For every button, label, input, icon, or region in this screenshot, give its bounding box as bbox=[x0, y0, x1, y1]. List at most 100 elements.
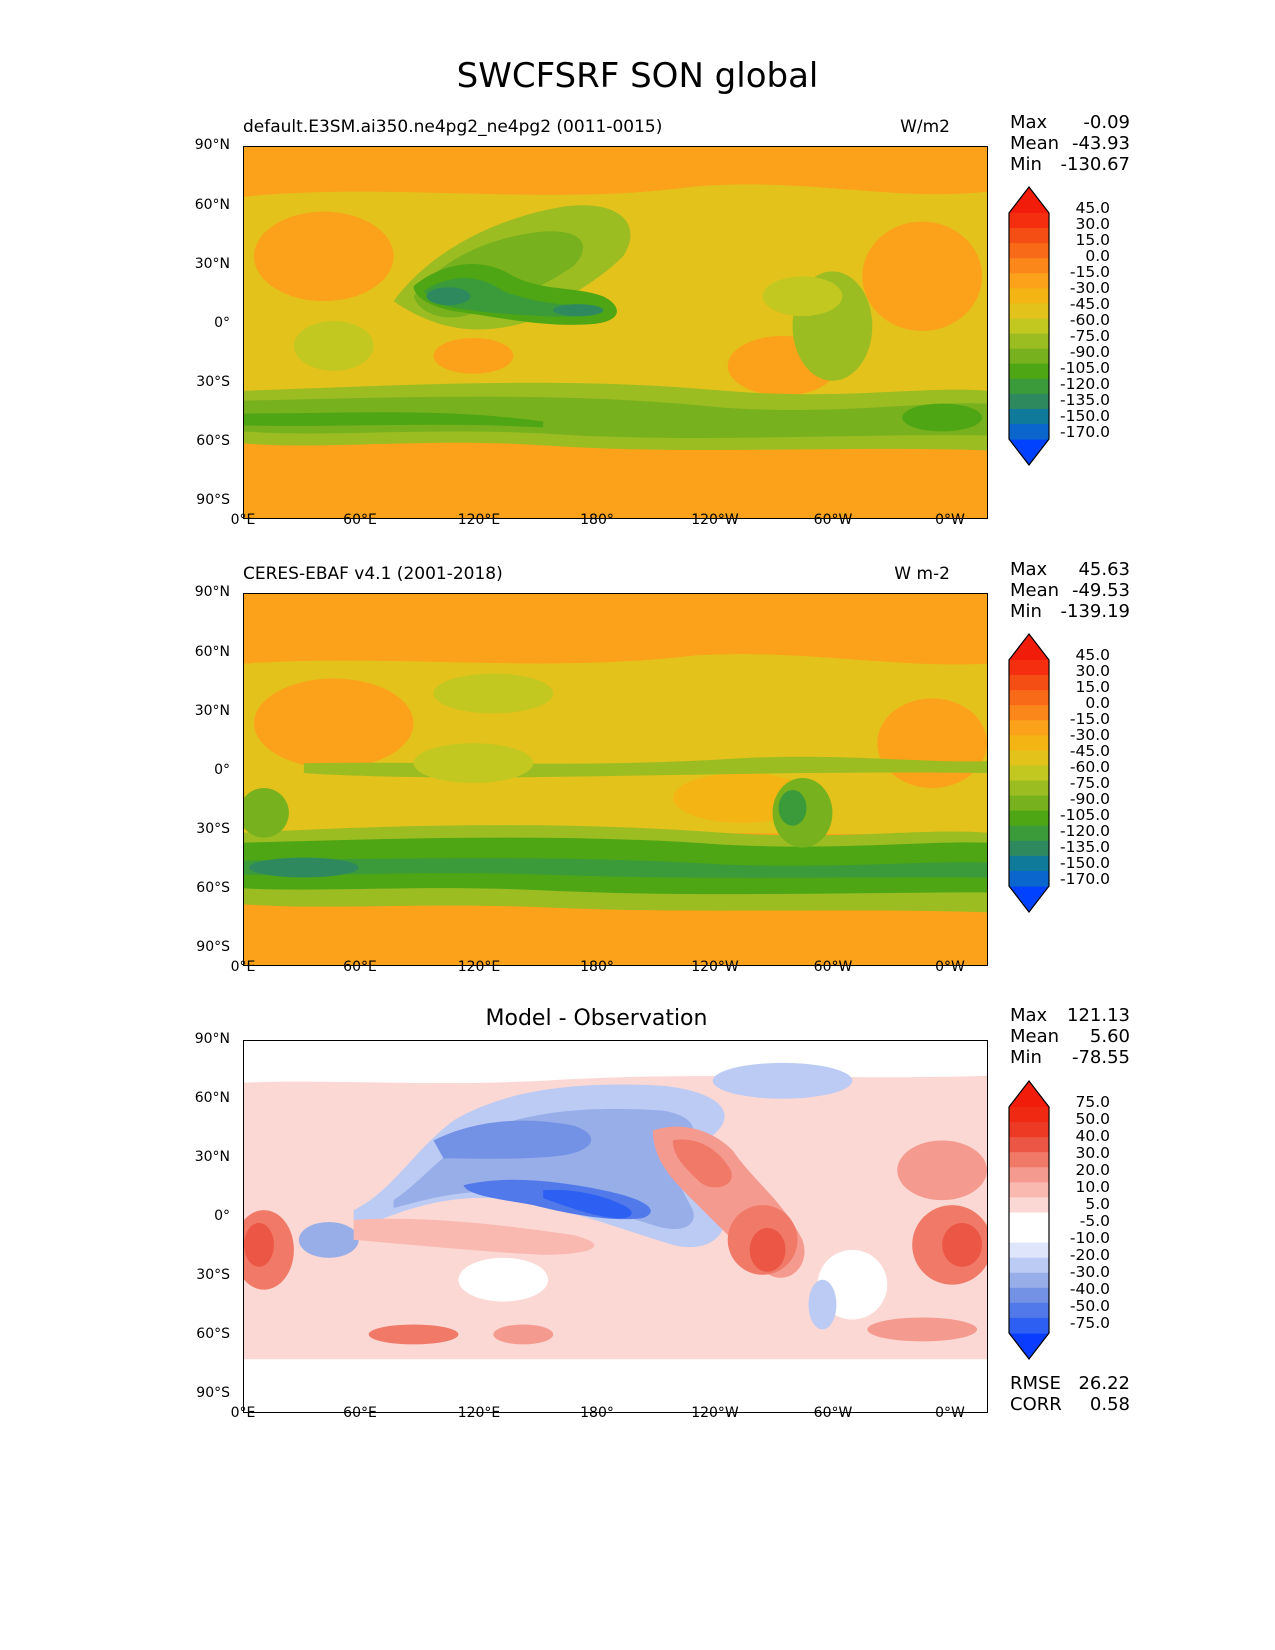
colorbar-tick-label: -40.0 bbox=[1069, 1280, 1110, 1298]
panel-title-reference: CERES-EBAF v4.1 (2001-2018) bbox=[243, 564, 503, 584]
colorbar-tick-label: 30.0 bbox=[1075, 215, 1110, 233]
stat-min-label: Min bbox=[1010, 601, 1042, 622]
colorbar-tick-label: -5.0 bbox=[1079, 1212, 1110, 1230]
colorbar-tick-label: -50.0 bbox=[1069, 1297, 1110, 1315]
colorbar-segment bbox=[1009, 1302, 1049, 1319]
panel-title-test: default.E3SM.ai350.ne4pg2_ne4pg2 (0011-0… bbox=[243, 117, 663, 137]
lat-label: 60°S bbox=[196, 1326, 230, 1342]
stat-min-value: -78.55 bbox=[1071, 1047, 1130, 1068]
colorbar-tick-label: -60.0 bbox=[1069, 311, 1110, 329]
colorbar-extend-low bbox=[1009, 439, 1049, 465]
lon-label: 0°W bbox=[935, 512, 965, 528]
colorbar-tick-label: 0.0 bbox=[1085, 694, 1110, 712]
lat-label: 0° bbox=[214, 1208, 230, 1224]
lat-label: 90°N bbox=[194, 1031, 230, 1047]
colorbar-tick-label: 15.0 bbox=[1075, 678, 1110, 696]
stat-min-label: Min bbox=[1010, 154, 1042, 175]
colorbar-segment bbox=[1009, 735, 1049, 751]
lon-label: 0°E bbox=[230, 959, 256, 975]
colorbar-segment bbox=[1009, 720, 1049, 736]
colorbar-segment bbox=[1009, 1122, 1049, 1138]
rmse-value: 26.22 bbox=[1078, 1373, 1130, 1394]
colorbar-segment bbox=[1009, 1182, 1049, 1198]
lon-label: 0°W bbox=[935, 959, 965, 975]
lon-label: 120°W bbox=[691, 512, 739, 528]
lon-label: 0°E bbox=[230, 1405, 256, 1421]
colorbar-tick-label: -45.0 bbox=[1069, 742, 1110, 760]
colorbar-tick-label: 30.0 bbox=[1075, 1144, 1110, 1162]
map-reference[interactable] bbox=[243, 593, 988, 966]
lon-label: 120°E bbox=[457, 959, 501, 975]
colorbar-tick-label: -20.0 bbox=[1069, 1246, 1110, 1264]
colorbar-extend-high bbox=[1009, 634, 1049, 660]
colorbar-tick-label: -135.0 bbox=[1060, 391, 1110, 409]
panel-units-reference: W m-2 bbox=[894, 564, 950, 584]
colorbar-tick-label: -90.0 bbox=[1069, 790, 1110, 808]
colorbar-tick-label: 45.0 bbox=[1075, 199, 1110, 217]
colorbar-tick-label: -120.0 bbox=[1060, 822, 1110, 840]
lat-label: 60°S bbox=[196, 880, 230, 896]
colorbar-tick-label: -150.0 bbox=[1060, 854, 1110, 872]
lat-label: 90°N bbox=[194, 137, 230, 153]
panel-units-test: W/m2 bbox=[900, 117, 950, 137]
lon-label: 120°E bbox=[457, 1405, 501, 1421]
colorbar-segment bbox=[1009, 690, 1049, 706]
panel-title-difference: Model - Observation bbox=[485, 1006, 708, 1031]
colorbar-tick-label: 5.0 bbox=[1085, 1195, 1110, 1213]
colorbar-tick-label: -75.0 bbox=[1069, 1314, 1110, 1332]
lat-label: 30°S bbox=[196, 374, 230, 390]
stat-max-label: Max bbox=[1010, 1005, 1048, 1026]
lat-label: 0° bbox=[214, 762, 230, 778]
stat-min-value: -130.67 bbox=[1060, 154, 1130, 175]
colorbar-tick-label: -170.0 bbox=[1060, 870, 1110, 888]
colorbar-segment bbox=[1009, 750, 1049, 767]
colorbar-tick-label: -170.0 bbox=[1060, 423, 1110, 441]
colorbar-tick-label: 75.0 bbox=[1075, 1093, 1110, 1111]
colorbar-segment bbox=[1009, 228, 1049, 244]
lon-label: 120°W bbox=[691, 1405, 739, 1421]
colorbar-extend-low bbox=[1009, 886, 1049, 912]
field-difference bbox=[244, 1041, 987, 1412]
colorbar-segment bbox=[1009, 765, 1049, 782]
colorbar-tick-label: 30.0 bbox=[1075, 662, 1110, 680]
field-test bbox=[244, 147, 987, 518]
map-difference[interactable] bbox=[243, 1040, 988, 1413]
colorbar-segment bbox=[1009, 660, 1049, 676]
colorbar-segment bbox=[1009, 348, 1049, 365]
colorbar-segment bbox=[1009, 1212, 1049, 1229]
colorbar-segment bbox=[1009, 1227, 1049, 1244]
colorbar-segment bbox=[1009, 1137, 1049, 1153]
colorbar-segment bbox=[1009, 333, 1049, 350]
colorbar-tick-label: -75.0 bbox=[1069, 774, 1110, 792]
colorbar-tick-label: 15.0 bbox=[1075, 231, 1110, 249]
colorbar-outline bbox=[1008, 633, 1050, 913]
colorbar-segment bbox=[1009, 393, 1049, 410]
colorbar-segment bbox=[1009, 243, 1049, 259]
colorbar-extend-low bbox=[1009, 1333, 1049, 1359]
colorbar-tick-label: -135.0 bbox=[1060, 838, 1110, 856]
stat-max-value: 45.63 bbox=[1078, 559, 1130, 580]
stat-mean-label: Mean bbox=[1010, 580, 1060, 601]
colorbar-extend-high bbox=[1009, 1081, 1049, 1107]
lat-label: 30°N bbox=[194, 703, 230, 719]
lon-label: 180° bbox=[580, 1405, 614, 1421]
stat-mean-value: -43.93 bbox=[1071, 133, 1130, 154]
colorbar-segment bbox=[1009, 213, 1049, 229]
colorbar-tick-label: -150.0 bbox=[1060, 407, 1110, 425]
colorbar-tick-label: 50.0 bbox=[1075, 1110, 1110, 1128]
colorbar-tick-label: 0.0 bbox=[1085, 247, 1110, 265]
colorbar-tick-label: 40.0 bbox=[1075, 1127, 1110, 1145]
stat-min-label: Min bbox=[1010, 1047, 1042, 1068]
colorbar-segment bbox=[1009, 1272, 1049, 1289]
lat-label: 60°N bbox=[194, 644, 230, 660]
colorbar-tick-label: -120.0 bbox=[1060, 375, 1110, 393]
stat-mean-label: Mean bbox=[1010, 133, 1060, 154]
colorbar-segment bbox=[1009, 1167, 1049, 1183]
lat-label: 30°S bbox=[196, 1267, 230, 1283]
colorbar-segment bbox=[1009, 1107, 1049, 1123]
map-test[interactable] bbox=[243, 146, 988, 519]
colorbar-segment bbox=[1009, 840, 1049, 857]
rmse-label: RMSE bbox=[1010, 1373, 1061, 1394]
lat-label: 90°S bbox=[196, 492, 230, 508]
lon-label: 180° bbox=[580, 512, 614, 528]
